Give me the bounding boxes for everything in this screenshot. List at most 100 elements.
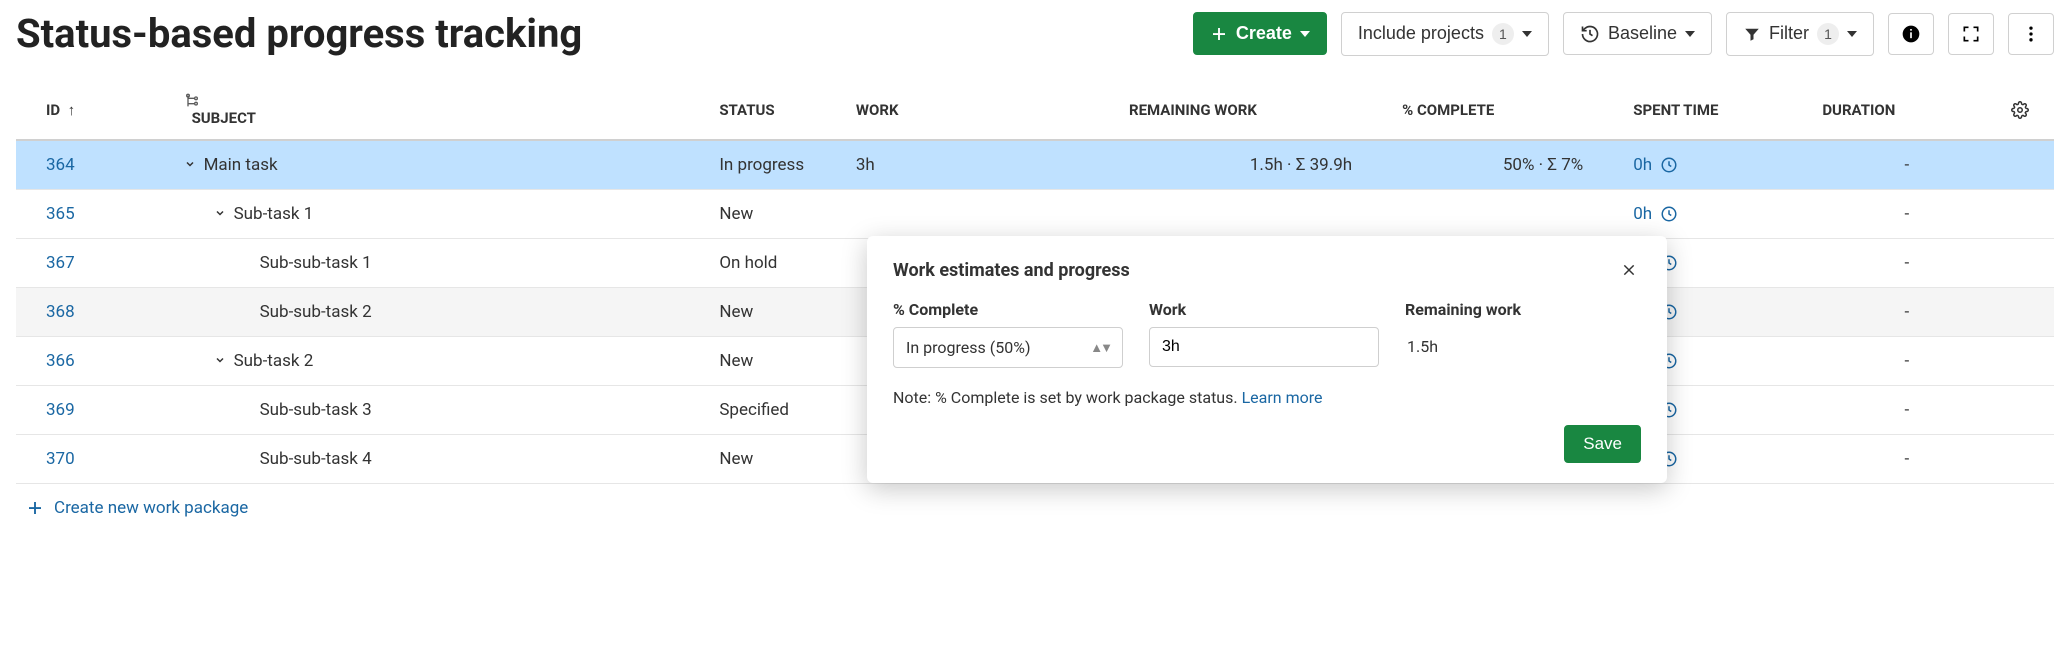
remaining-cell: 1.5h · Σ 39.9h	[1119, 140, 1392, 190]
work-cell	[846, 190, 1119, 239]
work-label: Work	[1149, 300, 1379, 319]
subject-text: Sub-sub-task 2	[260, 302, 372, 322]
col-work[interactable]: WORK	[846, 81, 1119, 140]
duration-cell: -	[1812, 288, 2001, 337]
col-id-label: ID	[46, 101, 60, 119]
spent-time-link[interactable]: 0h	[1633, 155, 1678, 175]
create-work-package-link[interactable]: Create new work package	[16, 484, 258, 532]
filter-button[interactable]: Filter 1	[1726, 12, 1874, 56]
clock-icon	[1660, 205, 1678, 223]
subject-text: Sub-task 1	[234, 204, 314, 224]
subject-text: Main task	[204, 155, 278, 175]
popover-note: Note: % Complete is set by work package …	[893, 388, 1641, 407]
filter-icon	[1743, 25, 1761, 43]
wp-id-link[interactable]: 365	[46, 204, 75, 224]
work-input[interactable]	[1149, 327, 1379, 367]
wp-id-link[interactable]: 364	[46, 155, 75, 175]
complete-label: % Complete	[893, 300, 1123, 319]
wp-id-link[interactable]: 368	[46, 302, 75, 322]
col-spent[interactable]: SPENT TIME	[1623, 81, 1812, 140]
row-end	[2001, 140, 2054, 190]
sort-asc-icon: ↑	[68, 101, 76, 119]
chevron-down-icon[interactable]	[214, 354, 228, 366]
save-button[interactable]: Save	[1564, 425, 1641, 463]
subject-text: Sub-sub-task 3	[260, 400, 372, 420]
close-icon	[1621, 262, 1637, 278]
status-cell: New	[709, 435, 846, 484]
baseline-button[interactable]: Baseline	[1563, 12, 1712, 55]
col-subject[interactable]: SUBJECT	[174, 81, 710, 140]
row-end	[2001, 435, 2054, 484]
row-end	[2001, 190, 2054, 239]
subject-cell: Sub-task 2	[184, 351, 314, 371]
subject-cell: Sub-sub-task 2	[184, 302, 372, 322]
duration-cell: -	[1812, 337, 2001, 386]
include-projects-button[interactable]: Include projects 1	[1341, 12, 1549, 56]
col-settings[interactable]	[2001, 81, 2054, 140]
create-label: Create	[1236, 23, 1292, 44]
subject-text: Sub-task 2	[234, 351, 314, 371]
filter-label: Filter	[1769, 23, 1809, 44]
info-icon	[1901, 24, 1921, 44]
subject-text: Sub-sub-task 1	[260, 253, 372, 273]
include-projects-count: 1	[1492, 23, 1514, 45]
clock-icon	[1660, 156, 1678, 174]
plus-icon	[1210, 25, 1228, 43]
create-wp-label: Create new work package	[54, 498, 248, 518]
row-end	[2001, 239, 2054, 288]
complete-cell: 50% · Σ 7%	[1392, 140, 1623, 190]
wp-id-link[interactable]: 369	[46, 400, 75, 420]
more-button[interactable]	[2008, 13, 2054, 55]
plus-icon	[26, 499, 44, 517]
work-cell: 3h	[846, 140, 1119, 190]
history-icon	[1580, 24, 1600, 44]
kebab-icon	[2021, 24, 2041, 44]
col-status[interactable]: STATUS	[709, 81, 846, 140]
subject-cell: Sub-sub-task 1	[184, 253, 372, 273]
subject-cell: Main task	[184, 155, 278, 175]
table-row[interactable]: 365Sub-task 1New0h-	[16, 190, 2054, 239]
close-button[interactable]	[1617, 258, 1641, 282]
chevron-down-icon	[1847, 31, 1857, 37]
fullscreen-icon	[1961, 24, 1981, 44]
popover-title: Work estimates and progress	[893, 260, 1130, 281]
col-subject-label: SUBJECT	[192, 109, 256, 127]
row-end	[2001, 386, 2054, 435]
spent-time-link[interactable]: 0h	[1633, 204, 1678, 224]
subject-cell: Sub-sub-task 3	[184, 400, 372, 420]
wp-id-link[interactable]: 370	[46, 449, 75, 469]
chevron-down-icon	[1685, 31, 1695, 37]
baseline-label: Baseline	[1608, 23, 1677, 44]
info-button[interactable]	[1888, 13, 1934, 55]
wp-id-link[interactable]: 366	[46, 351, 75, 371]
status-cell: New	[709, 190, 846, 239]
page-title: Status-based progress tracking	[16, 10, 1179, 57]
col-remaining[interactable]: REMAINING WORK	[1119, 81, 1392, 140]
col-id[interactable]: ID ↑	[16, 81, 174, 140]
note-text: Note: % Complete is set by work package …	[893, 388, 1242, 407]
status-cell: In progress	[709, 140, 846, 190]
fullscreen-button[interactable]	[1948, 13, 1994, 55]
complete-select[interactable]: In progress (50%) ▲▼	[893, 327, 1123, 368]
status-cell: New	[709, 337, 846, 386]
status-cell: On hold	[709, 239, 846, 288]
row-end	[2001, 337, 2054, 386]
wp-id-link[interactable]: 367	[46, 253, 75, 273]
table-row[interactable]: 364 Main task In progress3h1.5h · Σ 39.9h5…	[16, 140, 2054, 190]
gear-icon	[2011, 101, 2029, 119]
chevron-down-icon	[1300, 31, 1310, 37]
row-end	[2001, 288, 2054, 337]
chevron-down-icon[interactable]	[184, 158, 198, 170]
hierarchy-icon	[184, 93, 700, 109]
duration-cell: -	[1812, 239, 2001, 288]
learn-more-link[interactable]: Learn more	[1242, 388, 1323, 407]
col-duration[interactable]: DURATION	[1812, 81, 2001, 140]
status-cell: New	[709, 288, 846, 337]
subject-cell: Sub-task 1	[184, 204, 314, 224]
filter-count: 1	[1817, 23, 1839, 45]
status-cell: Specified	[709, 386, 846, 435]
col-complete[interactable]: % COMPLETE	[1392, 81, 1623, 140]
chevron-down-icon[interactable]	[214, 207, 228, 219]
duration-cell: -	[1812, 435, 2001, 484]
create-button[interactable]: Create	[1193, 12, 1327, 55]
